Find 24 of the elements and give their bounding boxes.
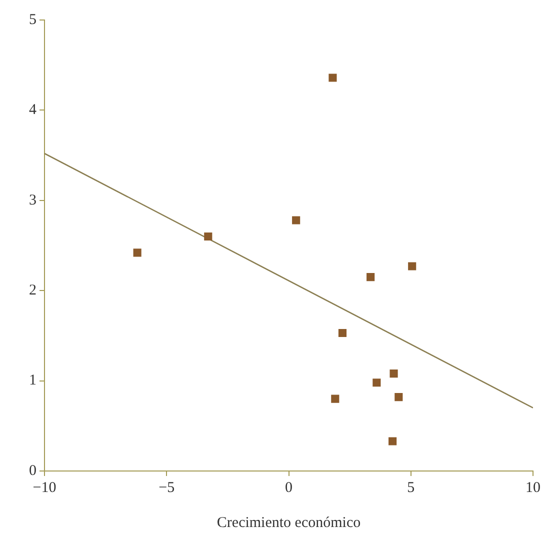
point [390,370,398,378]
y-tick-label: 3 [29,192,36,208]
x-tick-label: 10 [526,480,540,496]
point [133,248,142,257]
point [331,394,340,403]
x-tick-label: 0 [285,480,292,496]
x-tick-label: −10 [32,480,56,496]
point [394,393,403,402]
point [338,328,347,338]
point [372,378,381,387]
y-tick-label: 4 [29,102,37,118]
x-tick-label: 5 [407,480,415,496]
point [204,232,212,241]
point [328,74,337,82]
y-tick-label: 2 [29,282,36,299]
y-tick-label: 1 [29,372,36,389]
point [366,273,375,282]
y-tick-label: 0 [29,462,36,479]
y-tick-label: 5 [29,12,36,28]
x-axis-title: Crecimiento económico [216,514,361,531]
point [408,262,416,270]
point [388,437,397,446]
x-tick-label: −5 [158,480,175,496]
point [292,216,300,224]
